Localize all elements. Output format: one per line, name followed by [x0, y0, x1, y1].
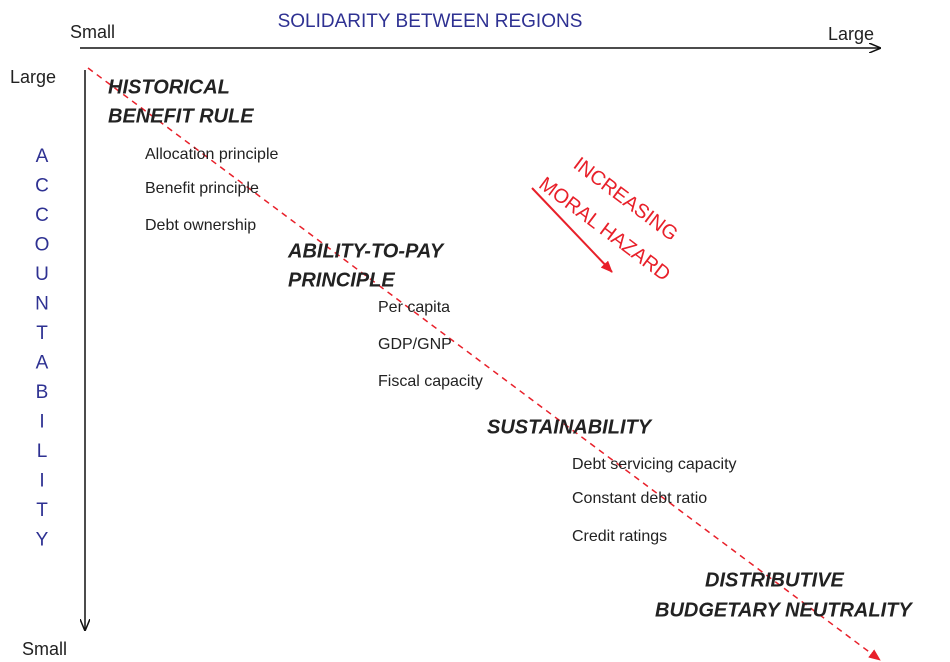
y-axis-start: Large — [10, 67, 56, 87]
y-axis-title-letter: U — [35, 264, 49, 285]
group-heading: DISTRIBUTIVE — [705, 569, 845, 591]
group-item: Debt ownership — [145, 217, 256, 234]
x-axis-end: Large — [828, 24, 874, 44]
group-item: Debt servicing capacity — [572, 456, 737, 473]
group-heading: BUDGETARY NEUTRALITY — [655, 599, 913, 621]
group-item: Fiscal capacity — [378, 373, 483, 390]
group-heading: PRINCIPLE — [288, 269, 395, 291]
y-axis-title-letter: I — [39, 471, 44, 492]
group-heading: SUSTAINABILITY — [487, 416, 653, 438]
y-axis-title-letter: A — [36, 353, 49, 374]
group-item: Per capita — [378, 299, 450, 316]
group-heading: HISTORICAL — [108, 76, 230, 98]
group-item: Constant debt ratio — [572, 490, 707, 507]
y-axis-end: Small — [22, 639, 67, 659]
group-item: Benefit principle — [145, 180, 259, 197]
y-axis-title-letter: B — [36, 382, 49, 403]
x-axis-start: Small — [70, 22, 115, 42]
y-axis-title-letter: C — [35, 205, 49, 226]
group-heading: ABILITY-TO-PAY — [287, 240, 445, 262]
y-axis-title-letter: L — [37, 441, 48, 462]
group-heading: BENEFIT RULE — [108, 105, 254, 127]
y-axis-title-letter: C — [35, 176, 49, 197]
y-axis-title-letter: N — [35, 294, 49, 315]
y-axis-title-letter: T — [36, 500, 48, 521]
group-item: Credit ratings — [572, 528, 667, 545]
y-axis-title-letter: A — [36, 146, 49, 167]
y-axis-title-letter: Y — [36, 530, 49, 551]
y-axis-title-letter: O — [35, 235, 50, 256]
group-item: Allocation principle — [145, 146, 279, 163]
x-axis-title: SOLIDARITY BETWEEN REGIONS — [278, 11, 583, 32]
y-axis-title-letter: I — [39, 412, 44, 433]
group-item: GDP/GNP — [378, 336, 452, 353]
y-axis-title-letter: T — [36, 323, 48, 344]
hazard-arrow — [531, 187, 613, 273]
